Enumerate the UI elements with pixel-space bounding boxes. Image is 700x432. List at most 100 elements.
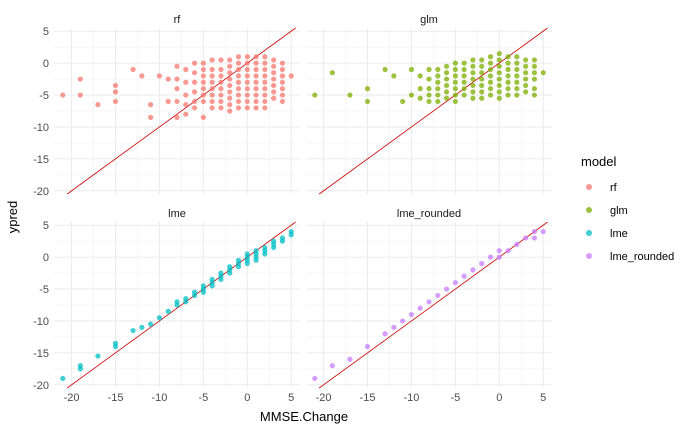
data-point (470, 82, 476, 89)
data-point (253, 54, 259, 60)
data-point (347, 92, 353, 98)
data-point (408, 92, 415, 98)
data-point (487, 66, 494, 73)
data-point (391, 73, 397, 79)
data-point (130, 66, 136, 73)
data-point (496, 70, 502, 76)
data-point (312, 92, 318, 98)
data-point (227, 95, 233, 101)
data-point (183, 92, 189, 98)
data-point (461, 92, 467, 98)
data-point (452, 60, 458, 66)
data-point (218, 98, 224, 105)
data-point (262, 66, 268, 73)
data-point (218, 79, 224, 85)
data-point (227, 82, 233, 89)
data-point (235, 105, 242, 111)
data-point (426, 76, 432, 82)
facet-panel-lme: lme -20 -15 -10 -5 0 5 -20 -15 -10 -5 0 5 (33, 208, 300, 404)
legend-label: glm (610, 205, 628, 217)
data-point (514, 86, 520, 92)
data-point (253, 105, 259, 111)
data-point (191, 98, 198, 105)
data-point (470, 89, 476, 95)
data-point (218, 92, 224, 98)
data-point (200, 114, 206, 120)
data-point (191, 70, 198, 76)
data-point (262, 60, 268, 66)
data-point (312, 375, 318, 382)
data-point (523, 70, 529, 76)
x-tick-label: 0 (496, 392, 502, 404)
data-point (209, 105, 215, 111)
data-point (470, 63, 476, 69)
data-point (531, 228, 538, 235)
data-point (271, 89, 277, 95)
data-point (426, 66, 432, 73)
data-point (183, 66, 189, 73)
data-point (200, 66, 206, 73)
legend-item-glm: glm (586, 205, 628, 217)
x-tick-label: 5 (540, 392, 546, 404)
data-point (156, 73, 163, 79)
data-point (262, 54, 268, 60)
data-point (174, 299, 180, 305)
data-point (235, 73, 242, 79)
data-point (523, 76, 529, 82)
data-point (531, 76, 538, 82)
data-point (496, 82, 502, 89)
data-point (253, 73, 259, 79)
data-point (218, 86, 224, 92)
data-point (417, 95, 423, 101)
data-point (443, 63, 450, 69)
data-point (244, 98, 250, 105)
data-point (165, 76, 171, 82)
y-tick-label: 5 (43, 220, 49, 232)
data-point (200, 73, 206, 79)
data-point (235, 86, 242, 92)
data-point (540, 70, 546, 76)
y-tick-label: -10 (33, 122, 49, 134)
data-point (487, 79, 494, 85)
data-point (400, 318, 406, 324)
data-point (279, 98, 286, 105)
data-point (174, 76, 180, 82)
data-point (288, 73, 294, 79)
data-point (156, 315, 163, 321)
data-point (461, 86, 467, 92)
data-point (443, 286, 450, 292)
y-tick-label: -10 (33, 316, 49, 328)
data-point (531, 63, 538, 69)
data-point (531, 86, 538, 92)
y-tick-label: -20 (33, 186, 49, 198)
data-point (209, 57, 215, 63)
data-point (244, 73, 250, 79)
data-point (347, 356, 353, 362)
data-point (191, 89, 198, 95)
data-point (235, 66, 242, 73)
y-tick-label: -20 (33, 380, 49, 392)
data-point (262, 98, 268, 105)
data-point (244, 86, 250, 92)
data-point (227, 270, 233, 276)
data-point (227, 89, 233, 95)
data-point (435, 79, 441, 85)
facet-strip-label: lme (168, 208, 186, 220)
data-point (523, 57, 529, 63)
data-point (183, 79, 189, 85)
y-tick-label: 0 (43, 252, 49, 264)
data-point (262, 105, 268, 111)
data-point (279, 66, 286, 73)
legend-key (586, 207, 592, 213)
data-point (244, 260, 250, 267)
data-point (505, 73, 511, 79)
data-point (271, 70, 277, 76)
data-point (329, 70, 335, 76)
data-point (391, 324, 397, 330)
data-point (435, 66, 441, 73)
data-point (174, 86, 180, 92)
data-point (112, 98, 119, 105)
data-point (200, 86, 206, 92)
data-point (364, 98, 371, 105)
